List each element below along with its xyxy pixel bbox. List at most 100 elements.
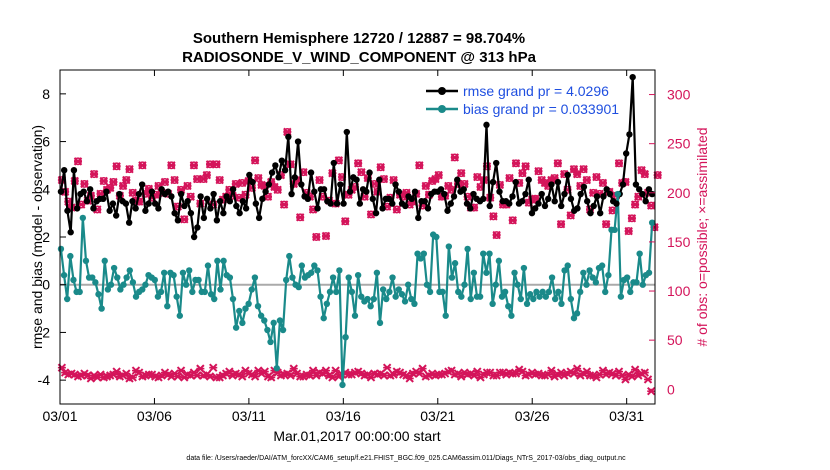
bias-point [323, 300, 331, 307]
rmse-point [463, 200, 471, 207]
obs-assimilated-point [321, 366, 331, 375]
bias-point [445, 243, 453, 250]
rmse-point [402, 202, 409, 210]
rmse-point [437, 186, 445, 193]
rmse-point [106, 207, 113, 214]
bias-point [245, 300, 252, 307]
bias-point [551, 295, 559, 303]
obs-assimilated-point [273, 185, 282, 195]
rmse-point [236, 209, 243, 217]
bias-point [548, 274, 556, 281]
rmse-point [177, 190, 185, 198]
rmse-point [603, 186, 610, 193]
bias-point [151, 276, 158, 284]
obs-assimilated-point [434, 170, 443, 180]
rmse-point [467, 205, 474, 212]
bias-point [639, 281, 646, 288]
bias-point [329, 274, 337, 281]
bias-point [214, 257, 221, 265]
x-tick-label: 03/11 [232, 408, 266, 424]
bias-point [339, 381, 346, 389]
rmse-point [168, 193, 175, 200]
bias-point [123, 274, 130, 281]
y-axis-label: rmse and bias (model - observation) [29, 125, 45, 349]
obs-assimilated-point [630, 365, 640, 374]
rmse-point [275, 174, 282, 181]
rmse-point [346, 188, 354, 195]
obs-assimilated-point [579, 165, 588, 174]
rmse-point [340, 200, 347, 207]
rmse-point [548, 181, 555, 188]
obs-assimilated-point [308, 366, 318, 375]
obs-assimilated-point [582, 175, 592, 185]
rmse-point [255, 214, 263, 222]
rmse-point [294, 138, 302, 145]
bias-point [317, 293, 324, 300]
bias-point [70, 276, 77, 284]
bias-point [467, 295, 474, 303]
bias-point [98, 305, 105, 312]
obs-assimilated-point [598, 178, 608, 188]
bias-point [461, 281, 468, 288]
bias-point [567, 295, 575, 303]
bias-point [589, 274, 596, 281]
bias-point [242, 305, 249, 312]
bias-point [433, 233, 440, 241]
obs-assimilated-point [614, 159, 624, 168]
bias-point [320, 314, 327, 322]
bias-point [139, 286, 146, 293]
rmse-point [460, 186, 467, 193]
rmse-point [171, 209, 178, 217]
bias-point [545, 288, 553, 296]
rmse-point [444, 207, 451, 214]
bias-point [114, 274, 121, 281]
bias-point [398, 291, 406, 298]
bias-point [489, 300, 496, 307]
bias-point [60, 271, 68, 279]
rmse-point [551, 198, 558, 205]
bias-point [367, 302, 374, 310]
obs-assimilated-point [640, 169, 649, 179]
x-tick-label: 03/26 [515, 408, 550, 424]
obs-assimilated-point [289, 364, 298, 373]
bias-point [132, 293, 140, 300]
rmse-point [480, 195, 487, 203]
rmse-point [564, 171, 571, 179]
bias-point [633, 279, 640, 286]
bias-point [395, 286, 402, 293]
bias-point [417, 255, 424, 262]
bias-point [207, 291, 215, 298]
rmse-point [372, 209, 380, 217]
bias-point [248, 286, 255, 293]
rmse-point [103, 188, 110, 195]
bias-point [314, 267, 321, 274]
bias-point [176, 312, 184, 319]
bias-point [251, 274, 259, 281]
bias-point [254, 302, 262, 310]
obs-assimilated-point [392, 205, 402, 214]
obs-assimilated-point [321, 231, 331, 241]
obs-assimilated-point [160, 177, 170, 187]
obs-assimilated-point [572, 364, 582, 373]
rmse-point [252, 200, 260, 207]
rmse-point [207, 205, 214, 212]
obs-assimilated-point [80, 179, 89, 189]
rmse-point [389, 200, 396, 207]
obs-assimilated-point [627, 214, 637, 223]
rmse-point [356, 200, 364, 207]
bias-point [505, 302, 512, 310]
rmse-point [424, 205, 432, 212]
bias-point [379, 286, 387, 293]
rmse-point [155, 205, 162, 212]
bias-point [508, 312, 515, 319]
rmse-point [112, 212, 120, 219]
rmse-point [281, 167, 289, 174]
bias-point [520, 264, 528, 272]
obs-assimilated-point [627, 372, 637, 381]
rmse-point [60, 167, 68, 174]
bias-point [592, 279, 600, 286]
rmse-point [242, 205, 250, 212]
rmse-point [554, 178, 562, 186]
y-tick-label: -4 [38, 372, 51, 388]
obs-assimilated-point [640, 368, 649, 377]
